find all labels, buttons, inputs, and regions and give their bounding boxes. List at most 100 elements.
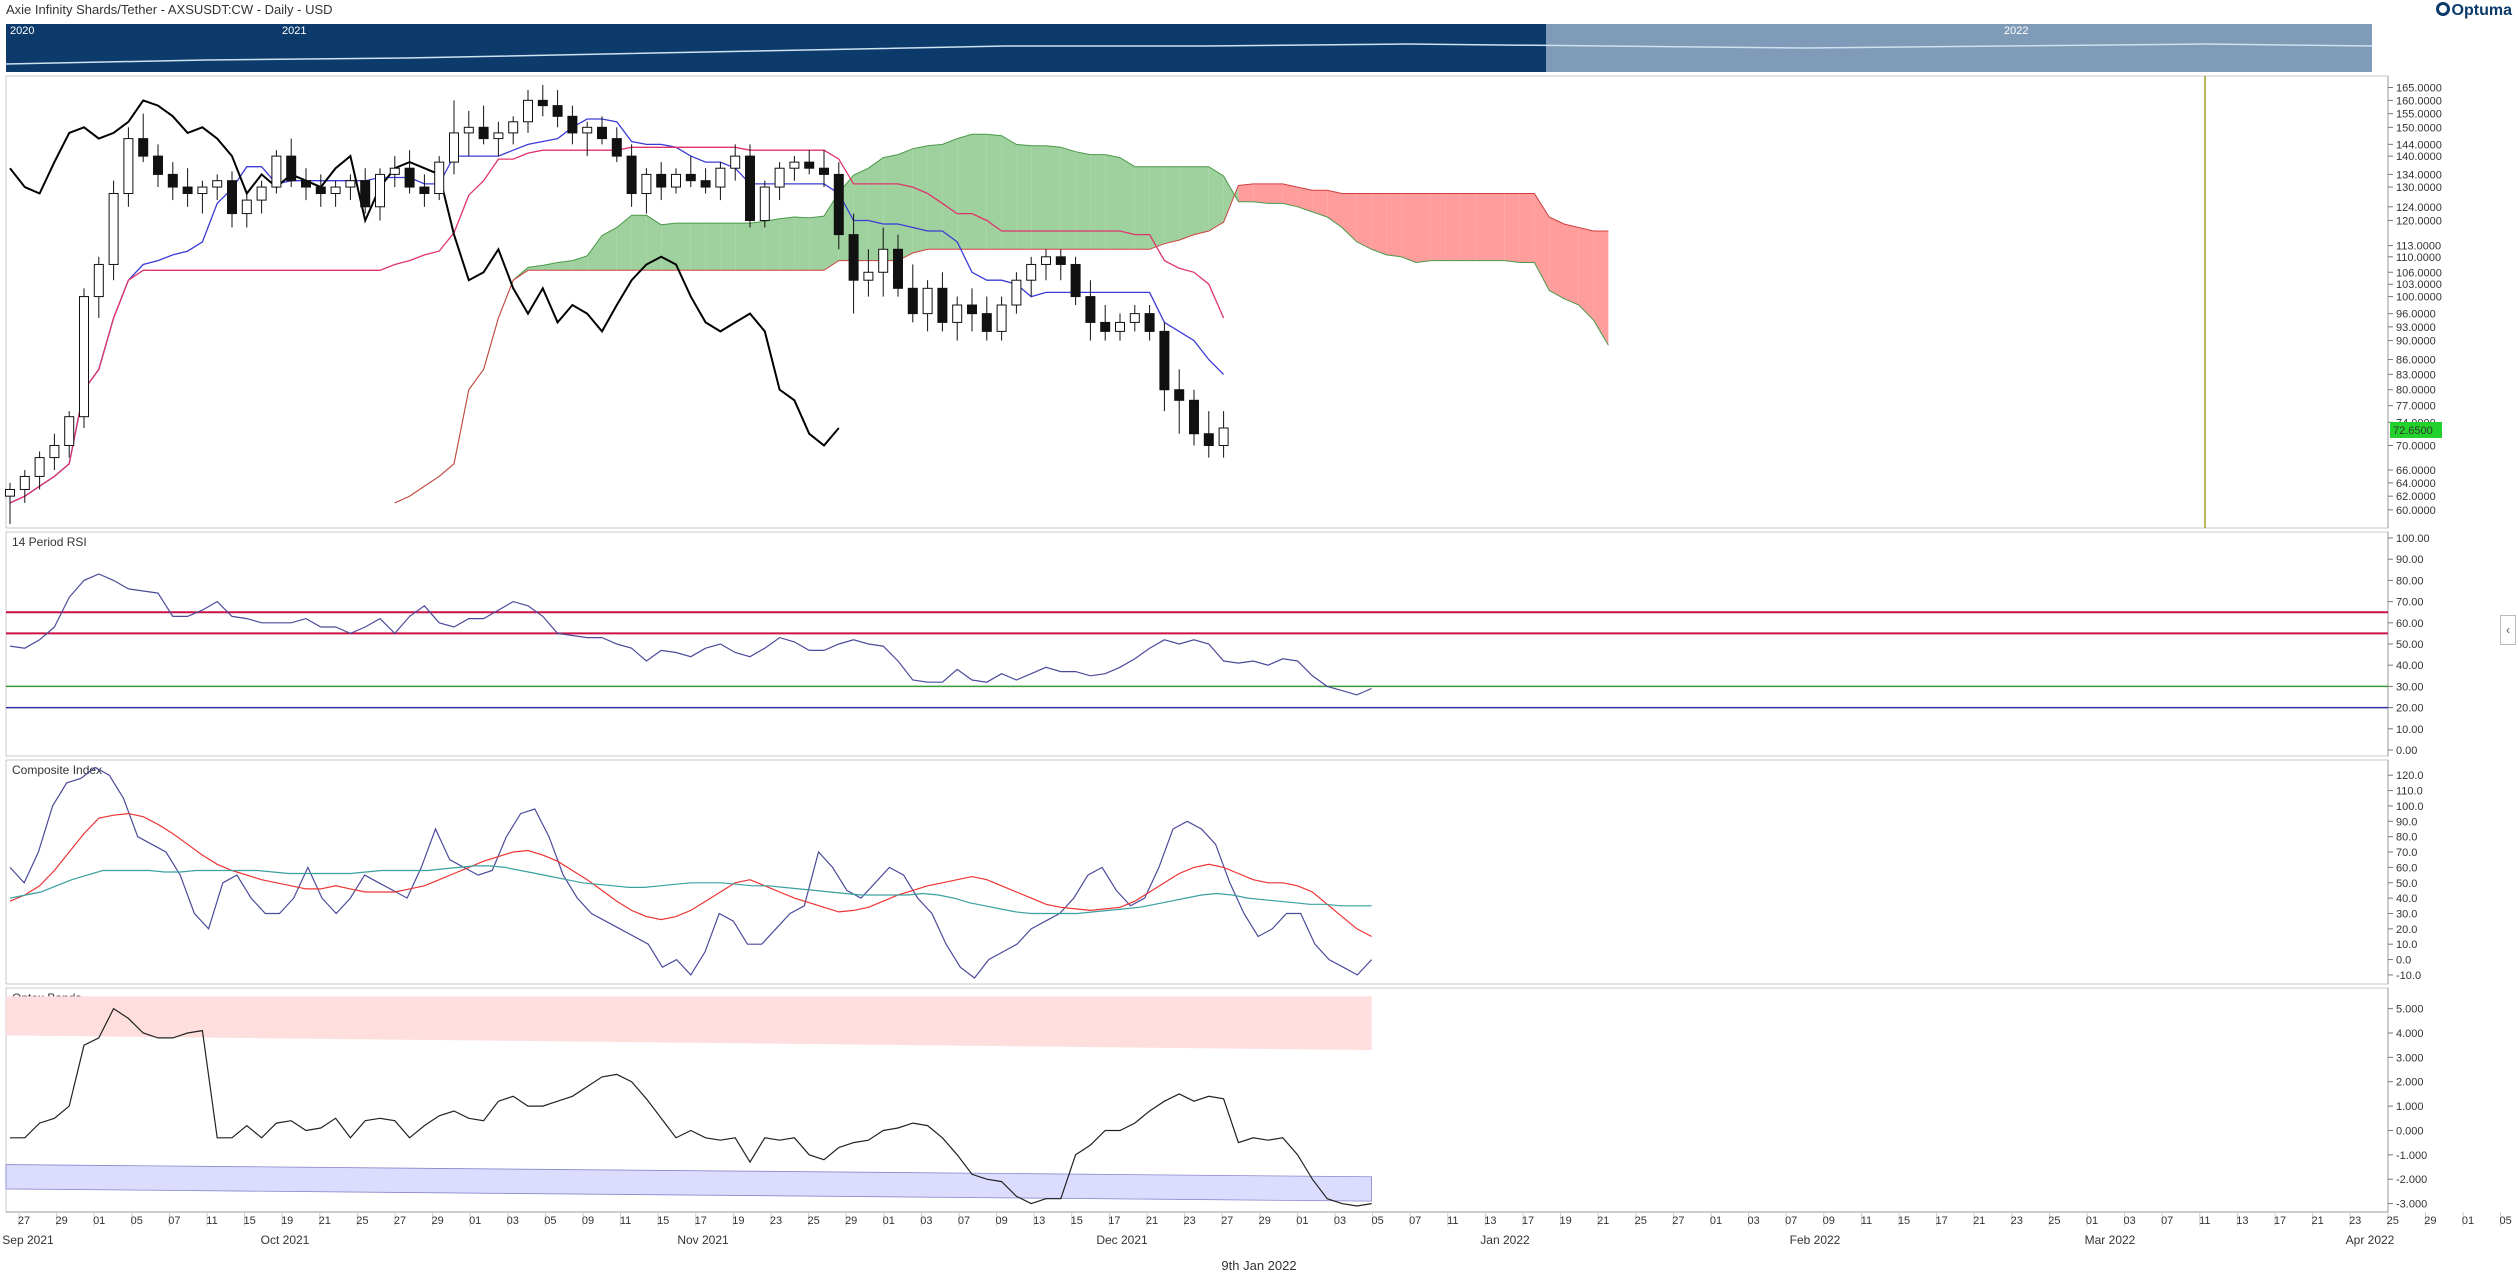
x-tick-label: 29 bbox=[845, 1215, 857, 1227]
candle-body bbox=[1100, 321, 1111, 332]
y-tick-label-price: 100.0000 bbox=[2396, 292, 2442, 304]
x-tick-label: 15 bbox=[657, 1215, 669, 1227]
ichimoku-cloud-segment bbox=[1090, 154, 1106, 250]
ichimoku-cloud-segment bbox=[1475, 193, 1490, 261]
x-tick-label: 01 bbox=[2462, 1215, 2474, 1227]
ichimoku-cloud-segment bbox=[1282, 183, 1298, 207]
candle-body bbox=[271, 155, 282, 188]
y-tick-label-optex: 2.000 bbox=[2396, 1077, 2424, 1089]
candle-body bbox=[434, 161, 445, 195]
panel-frame-rsi bbox=[5, 531, 2389, 757]
candle-body bbox=[1203, 433, 1214, 446]
x-tick-label: 15 bbox=[243, 1215, 255, 1227]
ichimoku-cloud-segment bbox=[1564, 223, 1579, 306]
y-tick-label-rsi: 20.00 bbox=[2396, 703, 2424, 715]
ichimoku-cloud-segment bbox=[1445, 193, 1461, 261]
x-tick-label: 23 bbox=[770, 1215, 782, 1227]
y-tick-label-composite: 50.0 bbox=[2396, 878, 2417, 890]
ichimoku-cloud-segment bbox=[1120, 157, 1135, 250]
x-tick-label: 21 bbox=[1146, 1215, 1158, 1227]
x-tick-label: 13 bbox=[1033, 1215, 1045, 1227]
ichimoku-cloud-segment bbox=[883, 154, 898, 261]
navigator-selection[interactable] bbox=[1546, 24, 2372, 72]
x-tick-label: 19 bbox=[1559, 1215, 1571, 1227]
candle-body bbox=[315, 186, 326, 195]
candle-body bbox=[227, 180, 237, 215]
ichimoku-cloud-segment bbox=[1519, 193, 1535, 263]
x-tick-label: 15 bbox=[1071, 1215, 1083, 1227]
ichimoku-cloud-segment bbox=[868, 157, 884, 261]
ichimoku-cloud-segment bbox=[1208, 166, 1224, 232]
ichimoku-cloud-segment bbox=[1134, 166, 1150, 250]
candle-body bbox=[848, 234, 859, 281]
ichimoku-cloud-segment bbox=[927, 144, 943, 250]
candle-body bbox=[567, 115, 578, 134]
ichimoku-cloud-segment bbox=[972, 134, 987, 250]
candle-body bbox=[182, 186, 193, 195]
ichimoku-cloud-segment bbox=[1060, 147, 1076, 250]
ichimoku-cloud-segment bbox=[809, 216, 824, 271]
candle-body bbox=[330, 186, 341, 195]
candle-body bbox=[537, 99, 548, 107]
time-navigator[interactable]: 2020 2021 2022 bbox=[6, 24, 2372, 72]
x-tick-label: 05 bbox=[544, 1215, 556, 1227]
y-tick-label-composite: 90.0 bbox=[2396, 816, 2417, 828]
candle-body bbox=[730, 155, 741, 169]
ichimoku-cloud-segment bbox=[1578, 227, 1594, 321]
candle-body bbox=[1041, 256, 1051, 265]
y-tick-label-composite: 80.0 bbox=[2396, 832, 2417, 844]
navigator-price-line bbox=[6, 43, 2372, 65]
y-tick-label-rsi: 30.00 bbox=[2396, 681, 2424, 693]
candle-body bbox=[700, 180, 711, 188]
candle-body bbox=[138, 138, 149, 157]
ichimoku-cloud-segment bbox=[942, 138, 958, 250]
ichimoku-cloud-segment bbox=[1534, 193, 1550, 291]
ichimoku-cloud-segment bbox=[676, 223, 691, 271]
y-tick-label-composite: 0.0 bbox=[2396, 955, 2411, 967]
y-tick-label-composite: 20.0 bbox=[2396, 924, 2417, 936]
y-tick-label-price: 165.0000 bbox=[2396, 83, 2442, 95]
y-tick-label-price: 70.0000 bbox=[2396, 440, 2436, 452]
x-tick-label: 11 bbox=[206, 1215, 217, 1227]
candle-body bbox=[389, 167, 400, 175]
y-tick-label-composite: 30.0 bbox=[2396, 908, 2417, 920]
candle-body bbox=[449, 132, 459, 163]
candle-body bbox=[523, 99, 533, 123]
candle-body bbox=[49, 444, 60, 459]
candle-body bbox=[360, 180, 371, 208]
y-tick-label-rsi: 40.00 bbox=[2396, 660, 2424, 672]
y-tick-label-rsi: 10.00 bbox=[2396, 724, 2424, 736]
x-tick-label: 11 bbox=[1447, 1215, 1458, 1227]
x-tick-label: 17 bbox=[695, 1215, 707, 1227]
y-tick-label-optex: 5.000 bbox=[2396, 1004, 2424, 1016]
y-tick-label-rsi: 0.00 bbox=[2396, 745, 2417, 757]
y-tick-label-price: 110.0000 bbox=[2396, 252, 2441, 264]
candle-body bbox=[345, 180, 356, 188]
candle-body bbox=[19, 475, 30, 490]
ichimoku-cloud-segment bbox=[1031, 145, 1046, 250]
candle-body bbox=[656, 173, 667, 188]
y-tick-label-rsi: 90.00 bbox=[2396, 554, 2424, 566]
y-tick-label-price: 124.0000 bbox=[2396, 202, 2442, 214]
candle-body bbox=[789, 161, 800, 169]
x-month-label: Sep 2021 bbox=[2, 1233, 54, 1247]
last-price-label: 72.6500 bbox=[2393, 425, 2433, 437]
ichimoku-cloud-segment bbox=[750, 221, 765, 271]
y-tick-label-composite: 10.0 bbox=[2396, 939, 2417, 951]
y-tick-label-rsi: 60.00 bbox=[2396, 618, 2424, 630]
y-tick-label-price: 106.0000 bbox=[2396, 267, 2442, 279]
x-tick-label: 17 bbox=[1108, 1215, 1120, 1227]
x-month-label: Apr 2022 bbox=[2346, 1233, 2395, 1247]
candle-body bbox=[1085, 296, 1096, 323]
ichimoku-cloud-segment bbox=[1504, 193, 1520, 263]
y-tick-label-price: 86.0000 bbox=[2396, 355, 2436, 367]
navigator-label-2022: 2022 bbox=[2004, 25, 2029, 37]
x-tick-label: 25 bbox=[807, 1215, 819, 1227]
collapse-panel-button[interactable]: ‹ bbox=[2500, 615, 2516, 645]
ichimoku-cloud-segment bbox=[1075, 151, 1091, 250]
ichimoku-cloud-segment bbox=[898, 148, 913, 261]
x-tick-label: 23 bbox=[1183, 1215, 1195, 1227]
ichimoku-cloud-segment bbox=[705, 223, 721, 271]
ichimoku-cloud-segment bbox=[1046, 145, 1061, 250]
